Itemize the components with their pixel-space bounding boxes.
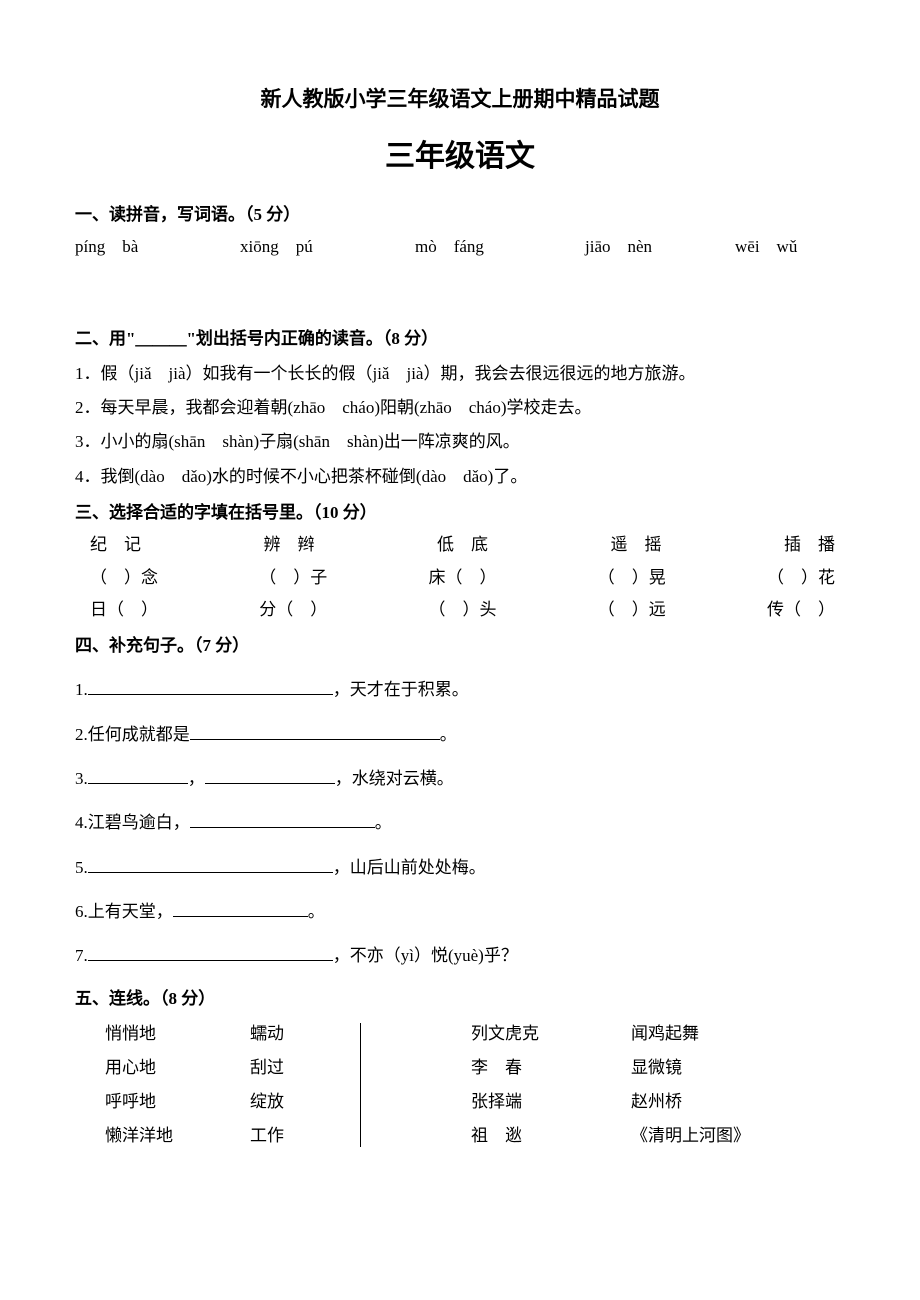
link-item: 蠕动 [250, 1017, 360, 1051]
link-item: 赵州桥 [631, 1085, 750, 1119]
pinyin-item: xiōng pú [240, 231, 415, 263]
s4-q7: 7. ，不亦（yì）悦(yuè)乎？ [75, 940, 845, 972]
s4-q3: 3. ， ，水绕对云横。 [75, 763, 845, 795]
text: ，山后山前处处梅。 [333, 858, 486, 877]
s3-cell: （ ）远 [598, 594, 666, 626]
section-3-header: 三、选择合适的字填在括号里。（10 分） [75, 497, 845, 529]
link-left-col1: 悄悄地 用心地 呼呼地 懒洋洋地 [105, 1017, 250, 1153]
link-item: 张择端 [471, 1085, 631, 1119]
link-item: 用心地 [105, 1051, 250, 1085]
blank-line[interactable] [173, 898, 308, 917]
s4-q4: 4.江碧鸟逾白， 。 [75, 807, 845, 839]
text: 1. [75, 680, 88, 699]
s3-cell: 辨 辫 [264, 529, 315, 561]
s4-q2: 2.任何成就都是 。 [75, 719, 845, 751]
pinyin-row: píng bà xiōng pú mò fáng jiāo nèn wēi wǔ [75, 231, 845, 263]
s3-cell: 日（ ） [90, 594, 158, 626]
link-item: 工作 [250, 1119, 360, 1153]
text: 7. [75, 946, 88, 965]
section-5-header: 五、连线。（8 分） [75, 983, 845, 1015]
doc-title-sub: 三年级语文 [75, 128, 845, 185]
link-item: 刮过 [250, 1051, 360, 1085]
s3-row1: 纪 记 辨 辫 低 底 遥 摇 插 播 [75, 529, 845, 561]
link-left-col2: 蠕动 刮过 绽放 工作 [250, 1017, 360, 1153]
s3-cell: （ ）子 [259, 562, 327, 594]
s3-cell: 分（ ） [259, 594, 327, 626]
s3-cell: （ ）头 [429, 594, 497, 626]
pinyin-item: jiāo nèn [585, 231, 735, 263]
link-item: 绽放 [250, 1085, 360, 1119]
section-2-header: 二、用"＿＿＿"划出括号内正确的读音。（8 分） [75, 323, 845, 355]
pinyin-item: píng bà [75, 231, 240, 263]
s3-cell: 遥 摇 [611, 529, 662, 561]
link-right-col2: 闻鸡起舞 显微镜 赵州桥 《清明上河图》 [631, 1017, 750, 1153]
text: 4.江碧鸟逾白， [75, 813, 190, 832]
text: 2.任何成就都是 [75, 725, 190, 744]
s4-q1: 1. ，天才在于积累。 [75, 674, 845, 706]
s3-cell: 低 底 [437, 529, 488, 561]
text: ，水绕对云横。 [335, 769, 454, 788]
link-item: 列文虎克 [471, 1017, 631, 1051]
s2-q4: 4．我倒(dào dǎo)水的时候不小心把茶杯碰倒(dào dǎo)了。 [75, 461, 845, 493]
pinyin-item: mò fáng [415, 231, 585, 263]
link-item: 悄悄地 [105, 1017, 250, 1051]
doc-title-main: 新人教版小学三年级语文上册期中精品试题 [75, 80, 845, 120]
blank-line[interactable] [88, 854, 333, 873]
link-item: 李 春 [471, 1051, 631, 1085]
text: 3. [75, 769, 88, 788]
s3-row3: 日（ ） 分（ ） （ ）头 （ ）远 传（ ） [75, 594, 845, 626]
blank-line[interactable] [190, 810, 375, 829]
blank-line[interactable] [88, 677, 333, 696]
text: ，天才在于积累。 [333, 680, 469, 699]
text: ， [188, 769, 205, 788]
s3-cell: 纪 记 [90, 529, 141, 561]
link-item: 显微镜 [631, 1051, 750, 1085]
s4-q5: 5. ，山后山前处处梅。 [75, 852, 845, 884]
s3-cell: 插 播 [784, 529, 835, 561]
s2-q1: 1．假（jiǎ jià）如我有一个长长的假（jiǎ jià）期，我会去很远很远的… [75, 358, 845, 390]
link-item: 《清明上河图》 [631, 1119, 750, 1153]
vertical-divider [360, 1023, 361, 1147]
blank-line[interactable] [88, 765, 188, 784]
s3-cell: 传（ ） [767, 594, 835, 626]
s3-cell: （ ）念 [90, 562, 158, 594]
section-1-header: 一、读拼音，写词语。（5 分） [75, 199, 845, 231]
text: 。 [308, 902, 325, 921]
text: 。 [375, 813, 392, 832]
s3-cell: （ ）晃 [598, 562, 666, 594]
text: ，不亦（yì）悦(yuè)乎？ [333, 946, 518, 965]
s3-cell: 床（ ） [429, 562, 497, 594]
section-4-header: 四、补充句子。（7 分） [75, 630, 845, 662]
link-item: 祖 逖 [471, 1119, 631, 1153]
s2-q2: 2．每天早晨，我都会迎着朝(zhāo cháo)阳朝(zhāo cháo)学校走… [75, 392, 845, 424]
pinyin-item: wēi wǔ [735, 231, 797, 263]
link-item: 闻鸡起舞 [631, 1017, 750, 1051]
link-right-col1: 列文虎克 李 春 张择端 祖 逖 [471, 1017, 631, 1153]
link-item: 懒洋洋地 [105, 1119, 250, 1153]
link-item: 呼呼地 [105, 1085, 250, 1119]
s3-row2: （ ）念 （ ）子 床（ ） （ ）晃 （ ）花 [75, 562, 845, 594]
s2-q3: 3．小小的扇(shān shàn)子扇(shān shàn)出一阵凉爽的风。 [75, 426, 845, 458]
s4-q6: 6.上有天堂， 。 [75, 896, 845, 928]
text: 。 [440, 725, 457, 744]
s3-cell: （ ）花 [767, 562, 835, 594]
blank-line[interactable] [190, 721, 440, 740]
blank-line[interactable] [88, 943, 333, 962]
link-container: 悄悄地 用心地 呼呼地 懒洋洋地 蠕动 刮过 绽放 工作 列文虎克 李 春 张择… [75, 1017, 845, 1153]
text: 5. [75, 858, 88, 877]
blank-line[interactable] [205, 765, 335, 784]
text: 6.上有天堂， [75, 902, 173, 921]
